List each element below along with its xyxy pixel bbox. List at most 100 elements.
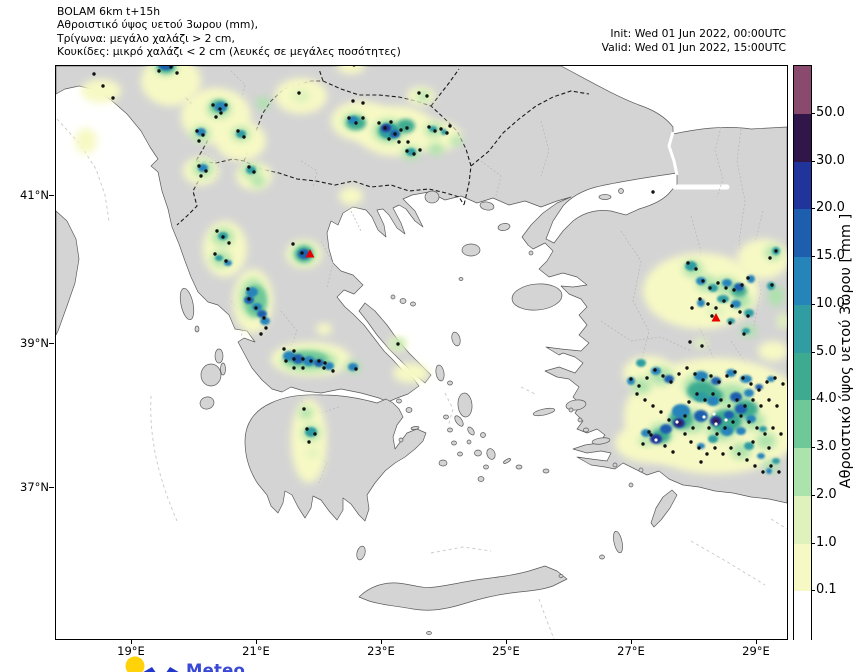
precip-cell xyxy=(737,239,787,279)
island xyxy=(454,415,464,427)
precip-cell xyxy=(759,426,767,432)
small-hail-dot xyxy=(313,432,317,436)
island xyxy=(457,392,473,418)
small-hail-dot xyxy=(689,440,693,444)
small-hail-dot xyxy=(291,242,295,246)
island xyxy=(214,348,224,364)
island xyxy=(399,298,407,304)
small-hail-dot xyxy=(218,107,222,111)
small-hail-dot xyxy=(387,137,391,141)
colorbar-tick-label: 50.0 xyxy=(816,104,845,120)
dots-legend-line: Κουκίδες: μικρό χαλάζι < 2 cm (λευκές σε… xyxy=(57,45,401,59)
small-hail-dot xyxy=(771,426,775,430)
colorbar-segment xyxy=(794,400,811,449)
small-hail-dot xyxy=(746,276,750,280)
small-hail-dot xyxy=(201,133,205,137)
island xyxy=(199,396,215,410)
island xyxy=(220,362,226,376)
precip-cell xyxy=(314,359,324,367)
small-hail-dot xyxy=(781,382,785,386)
small-hail-dot xyxy=(724,286,728,290)
island xyxy=(194,325,200,333)
small-hail-dot xyxy=(252,170,256,174)
small-hail-dot xyxy=(667,418,671,422)
small-hail-dot xyxy=(683,414,687,418)
precip-cell xyxy=(713,418,719,424)
small-hail-dot xyxy=(361,116,365,120)
small-hail-dot xyxy=(383,126,387,130)
longitude-tick-label: 25°E xyxy=(492,644,520,658)
island xyxy=(356,545,366,561)
small-hail-dot xyxy=(685,366,689,370)
small-hail-dot xyxy=(759,404,763,408)
precip-cell xyxy=(744,389,754,397)
island xyxy=(426,631,432,635)
island xyxy=(458,277,464,281)
island xyxy=(542,468,550,474)
longitude-tick-label: 21°E xyxy=(242,644,270,658)
small-hail-dot xyxy=(738,310,742,314)
small-hail-dot xyxy=(690,306,694,310)
small-hail-dot xyxy=(661,374,665,378)
precip-cell xyxy=(758,341,787,361)
small-hail-dot xyxy=(663,444,667,448)
precip-cell xyxy=(694,410,708,422)
small-hail-dot xyxy=(317,359,321,363)
colorbar-segment xyxy=(794,113,811,162)
x-tick-mark xyxy=(506,639,507,644)
small-hail-dot xyxy=(221,235,225,239)
precip-cell xyxy=(708,435,718,443)
island xyxy=(599,554,605,560)
island xyxy=(477,476,485,482)
small-hail-dot xyxy=(677,372,681,376)
small-hail-dot xyxy=(751,440,755,444)
island xyxy=(479,201,495,211)
island xyxy=(503,458,511,464)
colorbar-segment xyxy=(794,257,811,306)
longitude-tick-label: 29°E xyxy=(742,644,770,658)
small-hail-dot xyxy=(637,384,641,388)
precip-cell xyxy=(744,309,754,317)
small-hail-dot xyxy=(439,127,443,131)
small-hail-dot xyxy=(706,302,710,306)
precip-cell xyxy=(721,426,733,436)
small-hail-dot xyxy=(751,398,755,402)
small-hail-dot xyxy=(635,392,639,396)
small-hail-dot xyxy=(300,251,304,255)
small-hail-dot xyxy=(292,366,296,370)
small-hail-dot xyxy=(101,84,105,88)
precip-cell xyxy=(81,79,121,103)
y-tick-mark xyxy=(49,195,54,196)
x-tick-mark xyxy=(381,639,382,644)
small-hail-dot xyxy=(418,148,422,152)
colorbar-segment xyxy=(794,304,811,353)
small-hail-dot xyxy=(671,450,675,454)
small-hail-dot xyxy=(92,72,96,76)
precip-cell xyxy=(260,317,270,325)
island xyxy=(443,414,449,420)
precip-cell xyxy=(777,313,787,329)
island xyxy=(451,440,457,446)
field-subtitle: Αθροιστικό ύψος υετού 3ωρου (mm), xyxy=(57,18,259,32)
large-hail-triangle xyxy=(305,249,315,258)
small-hail-dot xyxy=(713,446,717,450)
small-hail-dot xyxy=(710,314,714,318)
small-hail-dot xyxy=(767,446,771,450)
precip-cell xyxy=(337,66,365,74)
small-hail-dot xyxy=(292,357,296,361)
small-hail-dot xyxy=(169,66,173,69)
small-hail-dot xyxy=(204,169,208,173)
colorbar-tick-label: 3.0 xyxy=(816,439,837,455)
x-tick-mark xyxy=(631,639,632,644)
island xyxy=(532,407,556,417)
small-hail-dot xyxy=(705,452,709,456)
precip-cell xyxy=(339,187,363,205)
small-hail-dot xyxy=(242,135,246,139)
small-hail-dot xyxy=(425,94,429,98)
precip-cell xyxy=(292,354,304,364)
bosphorus-strait xyxy=(667,131,679,176)
small-hail-dot xyxy=(742,332,746,336)
colorbar-segment xyxy=(794,543,811,592)
triangles-legend-line: Τρίγωνα: μεγάλο χαλάζι > 2 cm, xyxy=(57,31,235,45)
small-hail-dot xyxy=(227,241,231,245)
